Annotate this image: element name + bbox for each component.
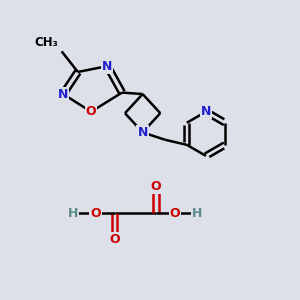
Text: O: O xyxy=(151,180,161,193)
Text: O: O xyxy=(170,207,180,220)
Text: H: H xyxy=(192,207,202,220)
Text: N: N xyxy=(137,126,148,139)
Text: N: N xyxy=(201,105,211,118)
Text: O: O xyxy=(86,105,96,118)
Text: N: N xyxy=(58,88,68,100)
Text: CH₃: CH₃ xyxy=(34,36,58,49)
Text: O: O xyxy=(90,207,101,220)
Text: H: H xyxy=(68,207,78,220)
Text: O: O xyxy=(110,233,120,246)
Text: N: N xyxy=(102,60,112,73)
